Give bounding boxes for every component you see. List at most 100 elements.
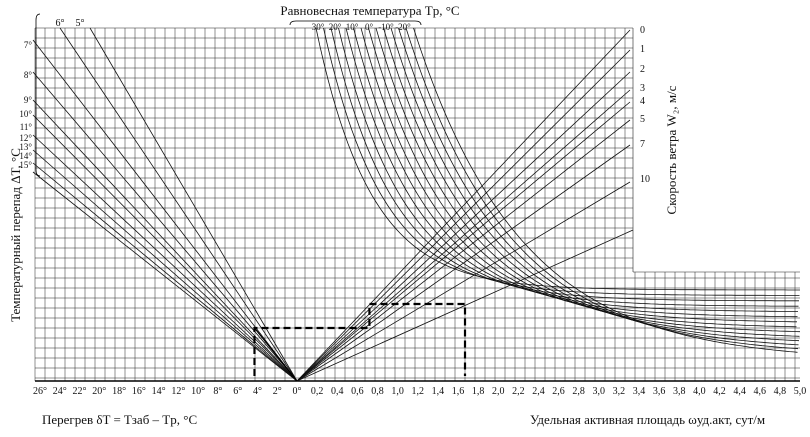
x-tick-label-left: 16° — [132, 386, 146, 397]
x-tick-label-right: 4,0 — [693, 386, 706, 397]
equilibrium-curve — [405, 27, 799, 350]
left-delta-tick-label: 13° — [19, 142, 32, 152]
superheat-ray — [32, 134, 298, 382]
x-tick-label-left: 10° — [191, 386, 205, 397]
x-tick-label-right: 4,6 — [754, 386, 767, 397]
x-tick-label-right: 3,0 — [593, 386, 606, 397]
left-delta-tick-label: 10° — [19, 109, 32, 119]
superheat-ray — [59, 27, 298, 382]
wind-speed-label: 3 — [640, 83, 645, 94]
top-tick-label: 10° — [346, 22, 359, 32]
wind-speed-label: 5 — [640, 114, 645, 125]
equilibrium-curve — [375, 27, 801, 333]
top-tick-label: 20° — [329, 22, 342, 32]
left-delta-tick-label: 15° — [19, 160, 32, 170]
x-tick-label-left: 22° — [73, 386, 87, 397]
x-tick-label-right: 2,8 — [572, 386, 585, 397]
x-tick-label-right: 0,6 — [351, 386, 364, 397]
wind-ray — [296, 49, 631, 382]
wind-ray — [296, 229, 634, 382]
left-delta-tick-label: 12° — [19, 133, 32, 143]
x-tick-label-left: 6° — [233, 386, 242, 397]
superheat-ray — [32, 71, 298, 382]
wind-speed-label: 4 — [640, 96, 645, 107]
left-delta-tick-label: 8° — [24, 70, 33, 80]
x-tick-label-right: 2,6 — [552, 386, 565, 397]
wind-ray — [296, 89, 631, 382]
x-tick-label-right: 5,0 — [794, 386, 807, 397]
x-tick-label-right: 0,4 — [331, 386, 344, 397]
x-tick-label-right: 2,4 — [532, 386, 545, 397]
x-tick-label-left: 26° — [33, 386, 47, 397]
wind-speed-label: 1 — [640, 44, 645, 55]
left-bracket — [35, 13, 41, 177]
x-tick-label-right: 3,2 — [613, 386, 626, 397]
x-axis-label-right: Удельная активная площадь ωуд.акт, сут/м — [530, 412, 765, 427]
top-tick-label: 30° — [312, 22, 325, 32]
x-tick-label-right: 0,8 — [371, 386, 384, 397]
x-tick-label-left: 14° — [152, 386, 166, 397]
equilibrium-curve — [353, 27, 798, 318]
x-tick-label-right: 4,2 — [713, 386, 726, 397]
x-tick-label-right: 3,8 — [673, 386, 686, 397]
x-axis-label-left: Перегрев δT = Tзаб – Tр, °C — [42, 412, 197, 427]
chart-title: Равновесная температура Tр, °C — [280, 3, 459, 18]
superheat-ray — [32, 39, 298, 382]
x-tick-label-left: 0° — [293, 386, 302, 397]
top-bracket — [289, 20, 422, 26]
wind-speed-label: 0 — [640, 25, 645, 36]
x-tick-label-left: 4° — [253, 386, 262, 397]
superheat-ray — [32, 171, 298, 382]
x-tick-label-right: 1,4 — [432, 386, 445, 397]
example-path — [253, 302, 467, 382]
wind-speed-label: 10 — [640, 174, 650, 185]
left-delta-tick-label: 14° — [19, 151, 32, 161]
x-tick-label-right: 3,4 — [633, 386, 646, 397]
x-tick-label-right: 4,8 — [774, 386, 787, 397]
wind-ray — [296, 71, 631, 382]
example-ray-left — [254, 327, 298, 382]
top-left-tick-label: 5° — [76, 18, 85, 29]
top-tick-label: -20° — [395, 22, 411, 32]
wind-speed-label: 7 — [640, 139, 645, 150]
x-tick-label-right: 1,6 — [452, 386, 465, 397]
equilibrium-curve — [323, 27, 800, 296]
superheat-ray — [89, 27, 298, 382]
x-tick-label-right: 1,0 — [391, 386, 404, 397]
equilibrium-curve — [383, 27, 800, 337]
x-tick-label-right: 3,6 — [653, 386, 666, 397]
blank-region — [633, 26, 804, 272]
left-axis-label: Температурный перепад ΔT, °C — [8, 148, 23, 322]
equilibrium-curve — [315, 27, 800, 291]
left-delta-tick-label: 11° — [20, 122, 33, 132]
curves — [32, 27, 801, 382]
x-tick-label-left: 18° — [112, 386, 126, 397]
x-tick-label-left: 20° — [92, 386, 106, 397]
grid — [34, 26, 804, 382]
x-tick-label-right: 2,2 — [512, 386, 525, 397]
x-tick-label-left: 2° — [273, 386, 282, 397]
x-tick-label-right: 0,2 — [311, 386, 324, 397]
wind-ray — [296, 29, 631, 382]
x-tick-label-right: 4,4 — [733, 386, 746, 397]
top-left-tick-label: 6° — [56, 18, 65, 29]
superheat-ray — [32, 162, 298, 382]
left-delta-tick-label: 9° — [24, 95, 33, 105]
x-tick-label-right: 1,8 — [472, 386, 485, 397]
right-axis-label: Скорость ветра W₂, м/с — [664, 85, 679, 214]
superheat-ray — [32, 114, 298, 382]
equilibrium-curve — [338, 27, 799, 307]
example-dashed-path — [253, 302, 467, 376]
wind-ray — [296, 181, 631, 382]
top-tick-label: 0° — [365, 22, 374, 32]
superheat-ray — [32, 99, 298, 382]
wind-ray — [296, 101, 631, 382]
wind-speed-label: 2 — [640, 64, 645, 75]
labels: 26° 24° 22° 20° 18° 16° 14° 12° 10° 8° 6° 4° 2° 0° 0,2… — [19, 13, 807, 397]
equilibrium-curve — [413, 27, 798, 353]
x-tick-label-left: 24° — [53, 386, 67, 397]
left-delta-tick-label: 7° — [24, 40, 33, 50]
x-tick-label-right: 2,0 — [492, 386, 505, 397]
x-tick-label-right: 1,2 — [411, 386, 424, 397]
